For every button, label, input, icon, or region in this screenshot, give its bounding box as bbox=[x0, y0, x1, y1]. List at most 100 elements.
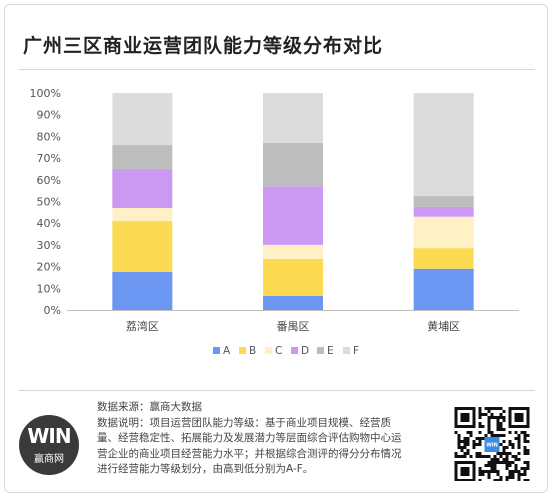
bar-segment-f bbox=[263, 93, 323, 143]
qr-module bbox=[466, 452, 470, 455]
y-tick-label: 70% bbox=[37, 152, 61, 165]
qr-module bbox=[505, 479, 509, 481]
qr-module bbox=[496, 434, 500, 437]
qr-module bbox=[478, 413, 482, 416]
qr-module bbox=[511, 443, 515, 446]
qr-module bbox=[517, 470, 521, 473]
qr-module bbox=[511, 446, 515, 449]
qr-module bbox=[478, 407, 482, 410]
qr-module bbox=[463, 452, 467, 455]
qr-module bbox=[526, 467, 530, 470]
qr-module bbox=[466, 437, 470, 440]
qr-module bbox=[490, 470, 494, 473]
legend-label: E bbox=[327, 345, 334, 357]
data-description-note: 数据说明：项目运营团队能力等级：基于商业项目规模、经营质量、经营稳定性、拓展能力… bbox=[97, 416, 402, 476]
legend-label: A bbox=[223, 345, 231, 357]
qr-module bbox=[523, 434, 527, 437]
qr-module bbox=[505, 467, 509, 470]
qr-module bbox=[493, 479, 497, 481]
qr-module bbox=[454, 431, 458, 434]
qr-module bbox=[523, 473, 527, 476]
bar-segment-d bbox=[413, 206, 474, 217]
qr-module bbox=[523, 440, 527, 443]
qr-module bbox=[493, 467, 497, 470]
qr-module bbox=[505, 455, 509, 458]
y-tick-label: 50% bbox=[37, 196, 61, 209]
qr-module bbox=[478, 455, 482, 458]
qr-module bbox=[517, 479, 521, 481]
qr-module bbox=[514, 458, 518, 461]
qr-module bbox=[484, 434, 488, 437]
qr-module bbox=[496, 407, 500, 410]
qr-module bbox=[502, 419, 506, 422]
qr-module bbox=[517, 434, 521, 437]
qr-module bbox=[508, 431, 512, 434]
y-tick-label: 0% bbox=[44, 304, 61, 317]
qr-module bbox=[478, 473, 482, 476]
y-tick-label: 30% bbox=[37, 239, 61, 252]
qr-module bbox=[508, 470, 512, 473]
qr-module bbox=[523, 446, 527, 449]
qr-module bbox=[493, 455, 497, 458]
qr-module bbox=[472, 446, 476, 449]
qr-module bbox=[496, 416, 500, 419]
qr-module bbox=[493, 407, 497, 410]
qr-module bbox=[499, 476, 503, 479]
qr-module bbox=[493, 434, 497, 437]
x-tick-label: 番禺区 bbox=[277, 320, 310, 333]
qr-module bbox=[511, 476, 515, 479]
qr-module bbox=[520, 467, 524, 470]
bar-segment-a bbox=[112, 272, 173, 310]
bar-segment-e bbox=[112, 145, 173, 169]
qr-module bbox=[499, 416, 503, 419]
qr-module bbox=[496, 452, 500, 455]
qr-module bbox=[463, 440, 467, 443]
qr-module bbox=[520, 473, 524, 476]
qr-module bbox=[499, 407, 503, 410]
qr-code[interactable]: WIN bbox=[453, 407, 531, 481]
qr-module bbox=[469, 455, 473, 458]
qr-module bbox=[457, 437, 461, 440]
qr-module bbox=[523, 470, 527, 473]
qr-module bbox=[496, 461, 500, 464]
qr-module bbox=[496, 422, 500, 425]
qr-module bbox=[511, 455, 515, 458]
qr-module bbox=[454, 455, 458, 458]
qr-module bbox=[484, 455, 488, 458]
qr-module bbox=[469, 434, 473, 437]
y-tick-label: 40% bbox=[37, 217, 61, 230]
qr-module bbox=[490, 407, 494, 410]
legend-swatch bbox=[213, 347, 220, 354]
qr-module bbox=[493, 470, 497, 473]
legend-label: F bbox=[353, 345, 359, 357]
qr-finder-core bbox=[460, 413, 470, 422]
qr-module bbox=[493, 464, 497, 467]
qr-module bbox=[487, 461, 491, 464]
bar-segment-a bbox=[413, 268, 474, 310]
qr-module bbox=[457, 434, 461, 437]
winshang-logo: WIN 赢商网 bbox=[19, 415, 79, 475]
qr-module bbox=[487, 470, 491, 473]
qr-module bbox=[508, 464, 512, 467]
qr-module bbox=[490, 458, 494, 461]
bar-segment-f bbox=[112, 93, 173, 146]
qr-module bbox=[490, 461, 494, 464]
qr-module bbox=[508, 473, 512, 476]
qr-module bbox=[484, 464, 488, 467]
qr-module bbox=[526, 452, 530, 455]
bar-segment-d bbox=[112, 168, 173, 209]
logo-mark: WIN bbox=[27, 424, 71, 448]
qr-module bbox=[499, 434, 503, 437]
qr-module bbox=[520, 431, 524, 434]
qr-module bbox=[499, 425, 503, 428]
qr-module bbox=[502, 461, 506, 464]
qr-module bbox=[457, 443, 461, 446]
qr-module bbox=[487, 464, 491, 467]
qr-module bbox=[505, 476, 509, 479]
qr-module bbox=[490, 413, 494, 416]
bar-segment-c bbox=[112, 208, 173, 222]
x-tick-label: 黄埔区 bbox=[427, 319, 460, 333]
legend-swatch bbox=[291, 347, 298, 354]
qr-module bbox=[514, 455, 518, 458]
qr-module bbox=[493, 461, 497, 464]
